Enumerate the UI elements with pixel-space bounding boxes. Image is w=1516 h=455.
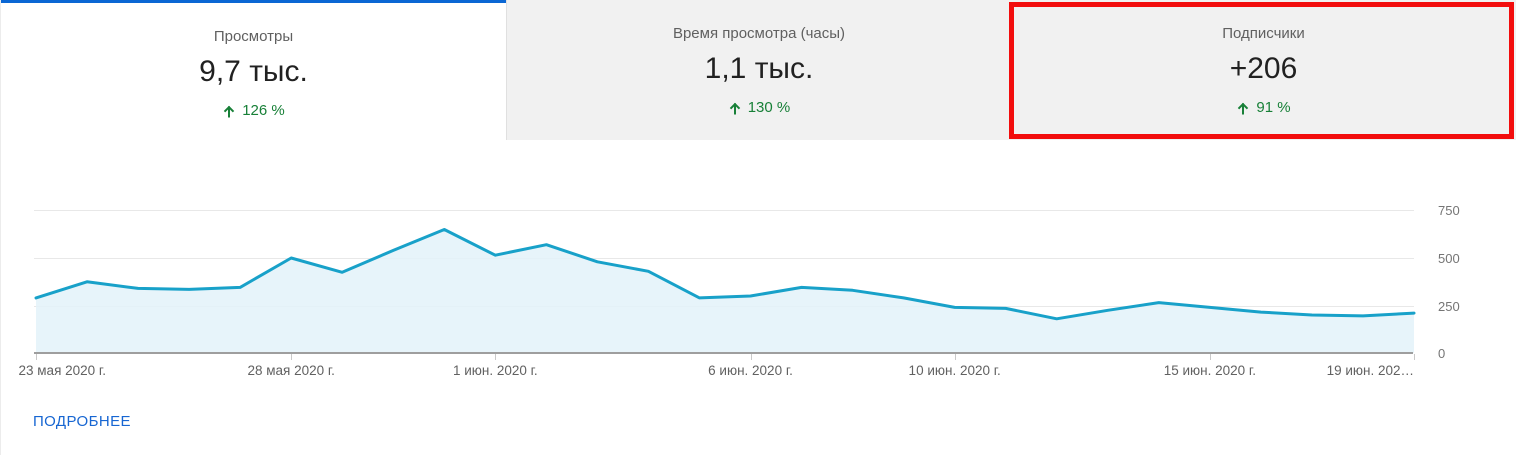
x-axis-tick-label: 19 июн. 202… bbox=[1326, 363, 1414, 378]
y-axis-tick-label: 250 bbox=[1438, 299, 1460, 314]
x-axis-tick-label: 23 мая 2020 г. bbox=[18, 363, 106, 378]
tab-watch-time-delta-text: 130 % bbox=[747, 99, 791, 116]
metric-tabs: Просмотры 9,7 тыс. 126 % Время просмотра… bbox=[1, 0, 1516, 140]
x-axis-tick bbox=[954, 354, 956, 360]
chart-area-fill bbox=[36, 229, 1414, 353]
x-axis-tick bbox=[36, 354, 37, 360]
up-arrow-icon bbox=[224, 105, 235, 117]
tab-watch-time-delta: 130 % bbox=[728, 99, 791, 116]
y-axis-tick-label: 0 bbox=[1438, 346, 1446, 361]
tab-subscribers-delta: 91 % bbox=[1236, 99, 1291, 116]
x-axis-tick-label: 28 мая 2020 г. bbox=[247, 363, 335, 378]
gridline-250 bbox=[34, 306, 1414, 307]
gridline-750 bbox=[34, 210, 1414, 211]
up-arrow-icon bbox=[729, 102, 740, 114]
y-axis-tick-label: 500 bbox=[1438, 251, 1460, 266]
x-axis-line bbox=[34, 352, 1413, 354]
x-axis-tick-label: 15 июн. 2020 г. bbox=[1163, 363, 1256, 378]
tab-watch-time[interactable]: Время просмотра (часы) 1,1 тыс. 130 % bbox=[506, 0, 1011, 140]
x-axis-tick bbox=[495, 354, 497, 360]
tab-subscribers-delta-text: 91 % bbox=[1256, 99, 1291, 116]
x-axis-tick bbox=[1414, 354, 1415, 360]
tab-subscribers[interactable]: Подписчики +206 91 % bbox=[1011, 0, 1516, 140]
x-axis-tick-label: 1 июн. 2020 г. bbox=[452, 363, 538, 378]
tab-watch-time-label: Время просмотра (часы) bbox=[672, 25, 846, 42]
tab-views-delta: 126 % bbox=[222, 102, 285, 119]
up-arrow-icon bbox=[1238, 102, 1249, 114]
x-axis-tick bbox=[291, 354, 293, 360]
x-axis-tick bbox=[1209, 354, 1211, 360]
see-more-link[interactable]: ПОДРОБНЕЕ bbox=[33, 413, 131, 430]
tab-views-value: 9,7 тыс. bbox=[199, 55, 308, 88]
x-axis-tick-label: 10 июн. 2020 г. bbox=[908, 363, 1001, 378]
x-axis-tick-label: 6 июн. 2020 г. bbox=[708, 363, 793, 378]
x-axis-tick bbox=[750, 354, 752, 360]
tab-views[interactable]: Просмотры 9,7 тыс. 126 % bbox=[1, 0, 506, 140]
tab-subscribers-value: +206 bbox=[1229, 52, 1298, 85]
y-axis-tick-label: 750 bbox=[1438, 203, 1460, 218]
tab-views-label: Просмотры bbox=[213, 28, 294, 45]
tab-watch-time-value: 1,1 тыс. bbox=[704, 52, 814, 85]
tab-views-delta-text: 126 % bbox=[242, 102, 285, 119]
tab-subscribers-label: Подписчики bbox=[1222, 25, 1305, 42]
gridline-500 bbox=[34, 258, 1414, 259]
